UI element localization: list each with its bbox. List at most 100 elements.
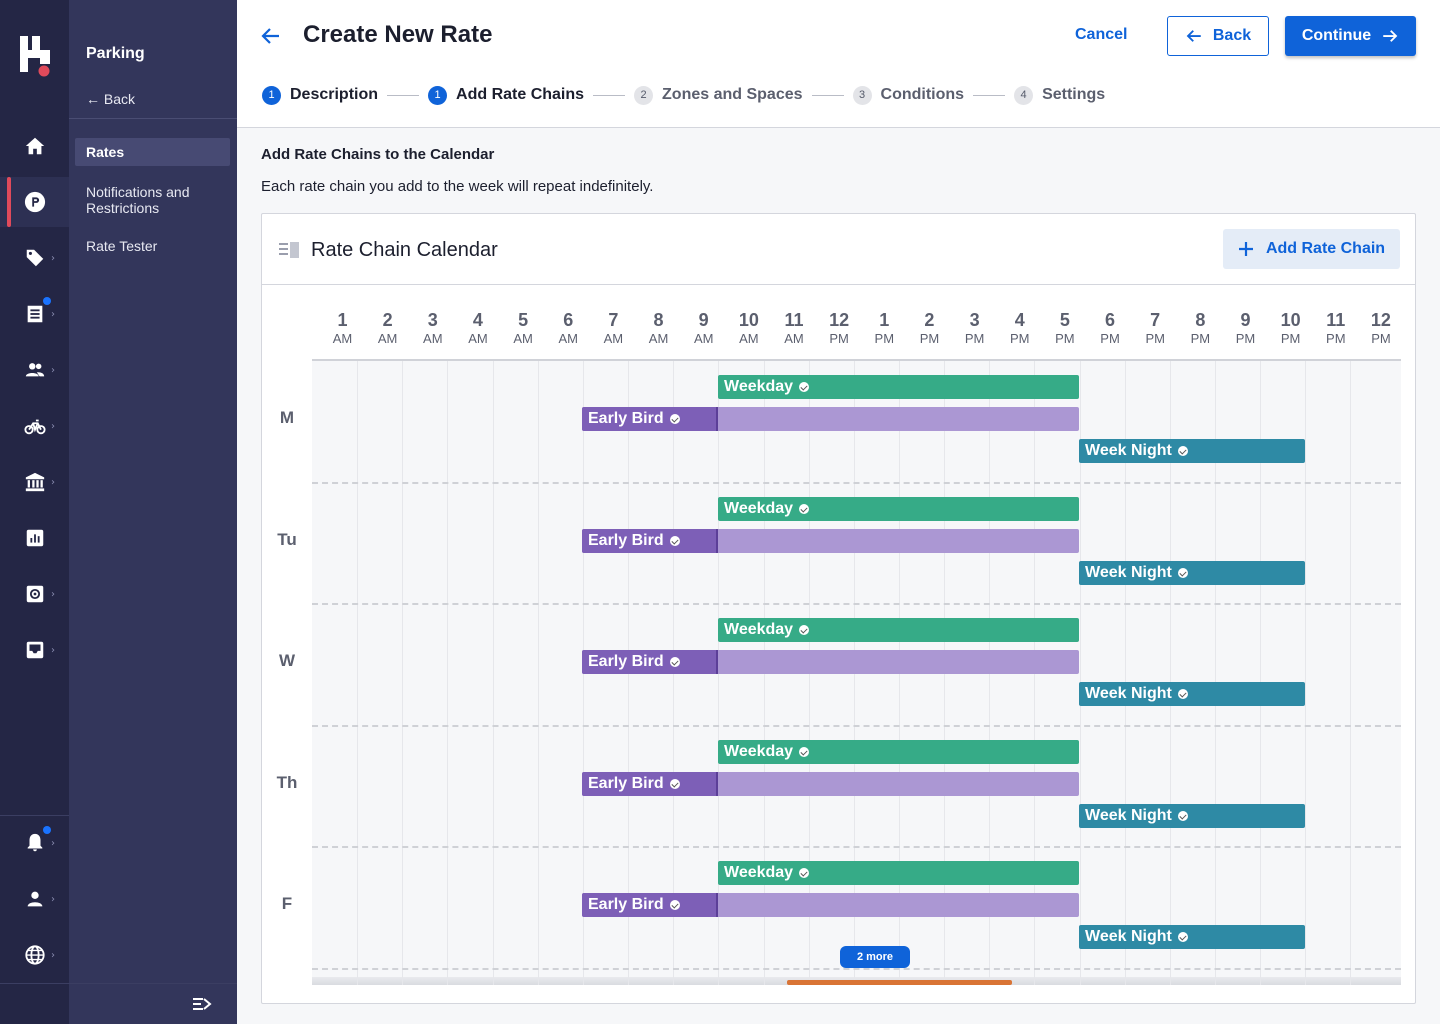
check-circle-icon <box>799 747 810 757</box>
hour-label: 10 PM <box>1268 310 1313 347</box>
grid-column-line <box>447 361 448 985</box>
rate-chain-bar-weeknight[interactable]: Week Night <box>1079 682 1305 706</box>
check-circle-icon <box>1177 811 1188 821</box>
continue-button-label: Continue <box>1301 27 1372 44</box>
hour-number: 7 <box>608 310 619 330</box>
check-circle-icon <box>1177 568 1188 578</box>
hidden-chain-bar-peek[interactable] <box>787 980 1012 985</box>
rate-chain-bar-weekday[interactable]: Weekday <box>718 740 1079 764</box>
hour-meridiem: AM <box>377 331 398 346</box>
day-separator <box>312 603 1401 605</box>
rate-chain-name: Early Bird <box>588 653 664 670</box>
rail-inbox[interactable]: › <box>0 625 69 675</box>
grid-column-line <box>357 361 358 985</box>
hour-number: 8 <box>1195 310 1206 330</box>
rate-chain-bar-early[interactable]: Early Bird <box>582 529 1079 553</box>
rail-bikes[interactable]: › <box>0 401 69 451</box>
rate-chain-bar-weeknight[interactable]: Week Night <box>1079 925 1305 949</box>
early-bird-segment: Early Bird <box>582 893 718 917</box>
day-label: W <box>278 651 296 670</box>
rail-people[interactable]: › <box>0 345 69 395</box>
sidebar-item-notifications-restrictions[interactable]: Notifications and Restrictions <box>86 184 190 216</box>
hour-label: 6 PM <box>1088 310 1133 347</box>
hour-meridiem: AM <box>693 331 714 346</box>
inbox-icon <box>26 641 43 659</box>
step-description[interactable]: 1 Description <box>262 85 379 105</box>
hour-label: 10 AM <box>726 310 771 347</box>
grid-column-line <box>402 361 403 985</box>
hour-label: 9 AM <box>681 310 726 347</box>
rate-chain-calendar-card: Rate Chain Calendar Add Rate Chain 1 AM 2 A… <box>261 213 1416 1004</box>
rate-chain-bar-weekday[interactable]: Weekday <box>718 497 1079 521</box>
step-number: 3 <box>852 85 872 105</box>
rate-chain-bar-early[interactable]: Early Bird <box>582 650 1079 674</box>
bicycle-icon <box>23 419 46 435</box>
early-bird-segment: Early Bird <box>582 407 718 431</box>
chevron-right-icon: › <box>51 252 55 264</box>
rate-chain-bar-weekday[interactable]: Weekday <box>718 618 1079 642</box>
parking-icon <box>24 191 45 213</box>
app-logo[interactable] <box>20 36 50 78</box>
chevron-right-icon: › <box>51 308 55 320</box>
step-zones-and-spaces[interactable]: 2 Zones and Spaces <box>634 85 803 105</box>
rate-chain-bar-early[interactable]: Early Bird <box>582 893 1079 917</box>
sidebar-back-link[interactable]: ← Back <box>86 91 136 107</box>
day-label: F <box>281 894 293 913</box>
cancel-button[interactable]: Cancel <box>1075 26 1128 43</box>
rail-home[interactable] <box>0 121 69 171</box>
collapse-sidebar-icon[interactable] <box>191 995 213 1013</box>
hour-label: 4 PM <box>997 310 1042 347</box>
home-icon <box>25 137 44 155</box>
hour-number: 9 <box>698 310 709 330</box>
step-conditions[interactable]: 3 Conditions <box>852 85 964 105</box>
sidebar-item-rate-tester[interactable]: Rate Tester <box>86 238 158 254</box>
rail-divider <box>0 815 69 816</box>
step-settings[interactable]: 4 Settings <box>1014 85 1105 105</box>
rail-reports[interactable] <box>0 513 69 563</box>
sidebar-item-rates[interactable]: Rates <box>75 138 230 166</box>
more-chains-badge[interactable]: 2 more <box>840 946 910 968</box>
hour-meridiem: AM <box>784 331 804 346</box>
rail-settings[interactable]: › <box>0 569 69 619</box>
hour-label: 11 AM <box>772 310 817 347</box>
add-rate-chain-button[interactable]: Add Rate Chain <box>1223 229 1400 269</box>
back-button[interactable]: Back <box>1167 16 1269 56</box>
rate-chain-bar-early[interactable]: Early Bird <box>582 407 1079 431</box>
check-circle-icon <box>669 536 680 546</box>
chevron-right-icon: › <box>51 644 55 656</box>
rate-chain-bar-weeknight[interactable]: Week Night <box>1079 561 1305 585</box>
hour-label: 12 PM <box>817 310 862 347</box>
hour-number: 7 <box>1150 310 1161 330</box>
rail-bank[interactable]: › <box>0 457 69 507</box>
rail-parking[interactable] <box>0 177 69 227</box>
grid-column-line <box>1170 361 1171 985</box>
step-number: 1 <box>428 85 448 105</box>
day-separator <box>312 725 1401 727</box>
rate-chain-bar-weekday[interactable]: Weekday <box>718 375 1079 399</box>
step-connector <box>973 94 1006 96</box>
back-button-label: Back <box>1212 27 1252 44</box>
chevron-right-icon: › <box>51 476 55 488</box>
stepper: 1 Description 1 Add Rate Chains 2 Zones … <box>262 85 1105 105</box>
rail-notifications[interactable]: › <box>0 818 69 868</box>
rate-chain-bar-weeknight[interactable]: Week Night <box>1079 804 1305 828</box>
rail-receipts[interactable]: › <box>0 289 69 339</box>
early-bird-segment: Early Bird <box>582 772 718 796</box>
calendar-title: Rate Chain Calendar <box>311 239 498 261</box>
step-number: 4 <box>1014 85 1034 105</box>
hour-meridiem: AM <box>739 331 759 346</box>
rail-language[interactable]: › <box>0 930 69 980</box>
rate-chain-bar-weeknight[interactable]: Week Night <box>1079 439 1305 463</box>
step-add-rate-chains[interactable]: 1 Add Rate Chains <box>428 85 584 105</box>
back-arrow-icon[interactable] <box>259 24 283 48</box>
rail-profile[interactable]: › <box>0 874 69 924</box>
day-separator <box>312 482 1401 484</box>
hour-meridiem: AM <box>423 331 443 346</box>
rail-tags[interactable]: › <box>0 233 69 283</box>
rate-chain-bar-early[interactable]: Early Bird <box>582 772 1079 796</box>
rate-chain-bar-weekday[interactable]: Weekday <box>718 861 1079 885</box>
hour-meridiem: PM <box>1326 331 1346 346</box>
continue-button[interactable]: Continue <box>1285 16 1416 56</box>
hour-number: 1 <box>337 310 348 330</box>
step-label: Description <box>290 86 379 103</box>
